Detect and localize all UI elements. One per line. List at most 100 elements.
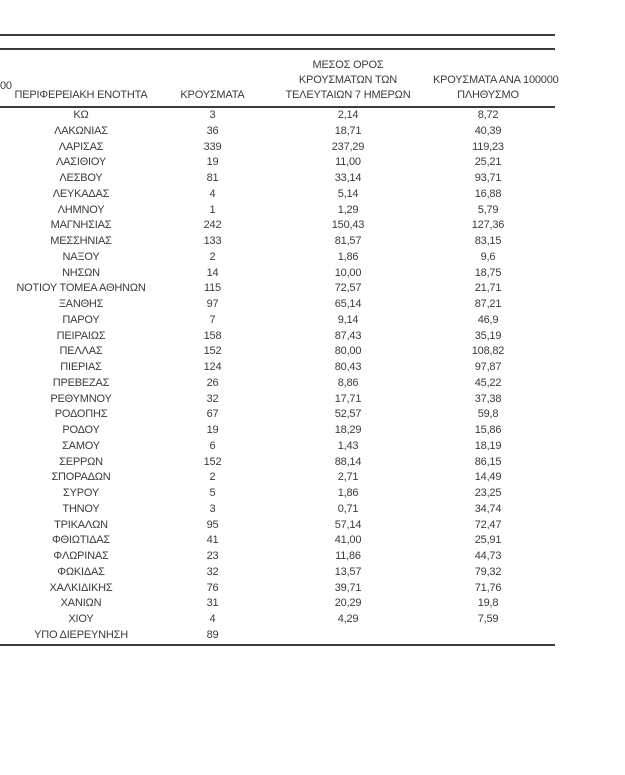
cases-value-cell: 124: [203, 361, 222, 373]
region-name-cell: ΠΕΛΛΑΣ: [59, 345, 103, 358]
per100k-value-cell: 23,25: [474, 487, 502, 499]
avg7-value-cell: 87,43: [334, 329, 362, 342]
per100k-value-cell: 8,72: [477, 109, 499, 121]
cases-value-cell: 81: [206, 172, 219, 184]
avg7-value-cell: 88,14: [334, 455, 362, 468]
cases-value-cell: 4: [209, 613, 216, 625]
avg7-value-cell: 18,29: [334, 424, 362, 436]
avg7-value-cell: 13,57: [334, 565, 362, 578]
per100k-value-cell: 127,36: [471, 219, 505, 232]
cases-value-cell: 158: [203, 329, 222, 342]
avg7-value-cell: 11,86: [335, 550, 361, 562]
cases-value-cell: 3: [209, 502, 216, 515]
table-row: ΡΕΘΥΜΝΟΥ 32 17,71 37,38: [0, 392, 543, 408]
avg7-value-cell: 10,00: [334, 266, 362, 279]
per100k-value-cell: 59,8: [477, 408, 499, 421]
avg7-value-cell: 1,29: [337, 203, 359, 216]
per100k-value-cell: 9,6: [480, 250, 496, 263]
cases-value-cell: 31: [206, 597, 219, 610]
table-row: ΚΩ 3 2,14 8,72: [0, 108, 543, 124]
per100k-value-cell: 19,8: [477, 597, 499, 610]
column-header-avg7-line2: ΚΡΟΥΣΜΑΤΩΝ ΤΩΝ: [298, 74, 398, 86]
table-row: ΛΗΜΝΟΥ 1 1,29 5,79: [0, 203, 543, 219]
per100k-value-cell: 25,21: [474, 156, 502, 169]
cases-value-cell: 115: [204, 282, 221, 295]
region-name-cell: ΦΘΙΩΤΙΔΑΣ: [51, 534, 111, 547]
region-name-cell: ΤΗΝΟΥ: [62, 502, 100, 515]
cases-value-cell: 95: [206, 518, 219, 531]
bottom-rule: [0, 644, 555, 646]
avg7-value-cell: 8,86: [337, 376, 359, 389]
table-row: ΠΙΕΡΙΑΣ 124 80,43 97,87: [0, 360, 543, 376]
avg7-value-cell: 39,71: [334, 581, 362, 594]
region-name-cell: ΡΕΘΥΜΝΟΥ: [50, 392, 112, 405]
cases-value-cell: 76: [206, 581, 219, 594]
region-name-cell: ΣΑΜΟΥ: [62, 439, 100, 452]
table-row: ΞΑΝΘΗΣ 97 65,14 87,21: [0, 297, 543, 313]
avg7-value-cell: 2,71: [337, 471, 359, 484]
region-name-cell: ΠΑΡΟΥ: [62, 313, 100, 326]
cases-value-cell: 2: [209, 250, 216, 263]
region-name-cell: ΛΕΥΚΑΔΑΣ: [52, 187, 110, 200]
region-name-cell: ΛΑΚΩΝΙΑΣ: [54, 124, 108, 137]
per100k-value-cell: 34,74: [474, 502, 502, 515]
cases-value-cell: 97: [206, 298, 219, 310]
cases-value-cell: 19: [206, 156, 219, 169]
avg7-value-cell: 57,14: [334, 518, 362, 531]
table-row: ΧΑΝΙΩΝ 31 20,29 19,8: [0, 596, 543, 612]
per100k-value-cell: 72,47: [474, 518, 502, 531]
region-name-cell: ΦΛΩΡΙΝΑΣ: [53, 550, 109, 562]
table-row: ΠΕΛΛΑΣ 152 80,00 108,82: [0, 344, 543, 360]
region-name-cell: ΜΑΓΝΗΣΙΑΣ: [50, 219, 112, 232]
region-name-cell: ΝΗΣΩΝ: [62, 266, 100, 279]
region-name-cell: ΛΑΡΙΣΑΣ: [58, 140, 104, 153]
per100k-value-cell: 45,22: [474, 376, 502, 389]
table-row: ΡΟΔΟΠΗΣ 67 52,57 59,8: [0, 407, 543, 423]
cases-value-cell: 67: [206, 408, 219, 421]
table-row: ΛΑΣΙΘΙΟΥ 19 11,00 25,21: [0, 155, 543, 171]
region-name-cell: ΡΟΔΟΠΗΣ: [54, 408, 108, 421]
region-name-cell: ΥΠΟ ΔΙΕΡΕΥΝΗΣΗ: [34, 628, 128, 641]
avg7-value-cell: 5,14: [337, 187, 359, 200]
cases-value-cell: 41: [206, 534, 219, 547]
region-name-cell: ΛΑΣΙΘΙΟΥ: [55, 156, 107, 169]
cases-value-cell: 6: [209, 439, 216, 452]
avg7-value-cell: 72,57: [334, 282, 362, 295]
table-row: ΡΟΔΟΥ 19 18,29 15,86: [0, 423, 543, 439]
table-body: ΚΩ 3 2,14 8,72 ΛΑΚΩΝΙΑΣ 36 18,71 40,39 Λ…: [0, 108, 543, 644]
per100k-value-cell: 46,9: [477, 313, 499, 326]
per100k-value-cell: 16,88: [474, 187, 502, 200]
avg7-value-cell: 0,71: [337, 502, 359, 515]
top-rule-upper: [0, 34, 555, 36]
avg7-value-cell: 1,86: [337, 487, 359, 499]
region-name-cell: ΦΩΚΙΔΑΣ: [57, 565, 105, 578]
region-name-cell: ΧΑΝΙΩΝ: [60, 597, 102, 610]
table-row: ΛΑΚΩΝΙΑΣ 36 18,71 40,39: [0, 124, 543, 140]
per100k-value-cell: 7,59: [477, 613, 499, 625]
table-header-row: ΠΕΡΙΦΕΡΕΙΑΚΗ ΕΝΟΤΗΤΑ ΚΡΟΥΣΜΑΤΑ ΜΕΣΟΣ ΟΡΟ…: [0, 51, 559, 104]
cases-value-cell: 152: [203, 345, 222, 358]
table-row: ΦΛΩΡΙΝΑΣ 23 11,86 44,73: [0, 549, 543, 565]
table-row: ΣΠΟΡΑΔΩΝ 2 2,71 14,49: [0, 470, 543, 486]
per100k-value-cell: 119,23: [472, 140, 504, 153]
cases-value-cell: 7: [209, 313, 216, 326]
region-name-cell: ΛΕΣΒΟΥ: [59, 172, 103, 184]
region-name-cell: ΠΙΕΡΙΑΣ: [60, 361, 102, 373]
cases-value-cell: 32: [206, 565, 219, 578]
table-row: ΜΑΓΝΗΣΙΑΣ 242 150,43 127,36: [0, 218, 543, 234]
cases-value-cell: 2: [209, 471, 216, 484]
cases-value-cell: 5: [209, 487, 216, 499]
cases-value-cell: 14: [206, 266, 219, 279]
table-row: ΝΟΤΙΟΥ ΤΟΜΕΑ ΑΘΗΝΩΝ 115 72,57 21,71: [0, 281, 543, 297]
table-row: ΝΗΣΩΝ 14 10,00 18,75: [0, 266, 543, 282]
top-rule-lower: [0, 48, 555, 50]
cases-value-cell: 242: [203, 219, 222, 232]
table-row: ΦΘΙΩΤΙΔΑΣ 41 41,00 25,91: [0, 533, 543, 549]
cases-value-cell: 4: [209, 187, 216, 200]
per100k-value-cell: 83,15: [474, 235, 502, 247]
table-row: ΜΕΣΣΗΝΙΑΣ 133 81,57 83,15: [0, 234, 543, 250]
region-name-cell: ΚΩ: [73, 109, 89, 121]
avg7-value-cell: 18,71: [334, 124, 362, 137]
per100k-value-cell: 108,82: [471, 345, 505, 358]
